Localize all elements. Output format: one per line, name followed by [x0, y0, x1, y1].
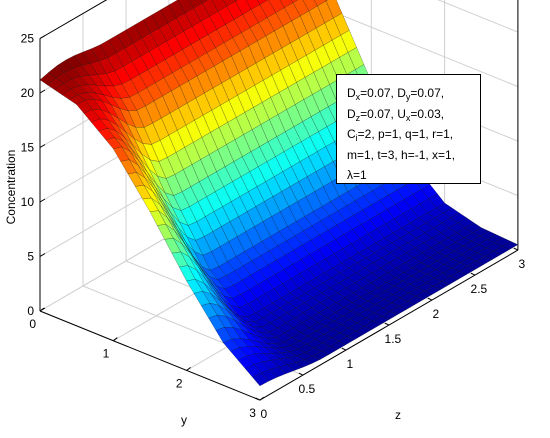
- parameter-line: Dx=0.07, Dy=0.07,: [347, 86, 445, 102]
- axes-front: [39, 35, 519, 401]
- ztick-label: 3: [519, 257, 526, 271]
- ytick-label: 3: [249, 406, 256, 420]
- xlabel: z: [395, 408, 401, 422]
- ztick-label: 0.5: [299, 382, 316, 396]
- ctick-label: 0: [27, 304, 34, 318]
- ctick-label: 20: [21, 86, 35, 100]
- parameter-line: λ=1: [347, 168, 367, 182]
- ctick-label: 15: [21, 141, 35, 155]
- ctick-label: 25: [21, 32, 35, 46]
- parameter-line: m=1, t=3, h=-1, x=1,: [347, 147, 456, 162]
- ytick-label: 1: [103, 347, 110, 361]
- ytick-label: 2: [176, 376, 183, 390]
- concentration-surface: [39, 0, 519, 387]
- parameter-line: Dz=0.07, Ux=0.03,: [347, 106, 445, 123]
- parameter-box: Dx=0.07, Dy=0.07, Dz=0.07, Ux=0.03, Ci=2, …: [336, 74, 481, 184]
- parameter-line: Ci=2, p=1, q=1, r=1,: [347, 127, 454, 143]
- ytick-label: 0: [29, 317, 36, 331]
- ylabel: y: [181, 413, 187, 427]
- ztick-label: 1.5: [385, 332, 402, 346]
- zlabel: Concentration: [4, 150, 18, 225]
- ctick-label: 10: [21, 195, 35, 209]
- ztick-label: 2.5: [471, 282, 488, 296]
- ctick-label: 5: [27, 250, 34, 264]
- ztick-label: 1: [347, 357, 354, 371]
- ztick-label: 2: [433, 307, 440, 321]
- ztick-label: 0: [261, 407, 268, 421]
